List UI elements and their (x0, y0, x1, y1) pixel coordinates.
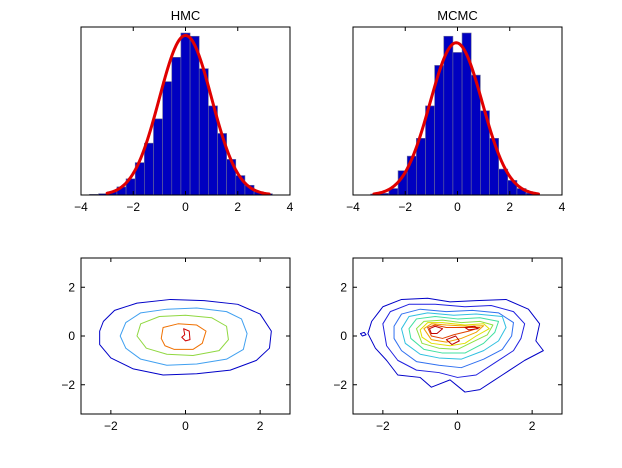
hmc-hist-bar (162, 81, 173, 196)
mcmc-contour-panel: −2 0 2 −2 0 2 (333, 257, 563, 433)
mcmc-hist-title: MCMC (437, 8, 477, 23)
mcmc-contour-contour-line (359, 331, 367, 337)
mcmc-contour-xtick-label: 2 (529, 419, 536, 433)
hmc-hist-bar (198, 68, 209, 196)
hmc-contour-ytick-label: −2 (61, 378, 75, 392)
mcmc-hist-xtick-label: −4 (346, 200, 360, 214)
mcmc-contour-contour-line (401, 312, 507, 360)
hmc-hist-bar (144, 142, 154, 196)
hmc-hist-bar (153, 118, 163, 196)
mcmc-contour-contour-line (393, 308, 514, 369)
hmc-contour-contour-line (160, 323, 207, 350)
mcmc-contour-contour-line (423, 323, 485, 343)
mcmc-hist-xtick-label: 0 (454, 200, 461, 214)
mcmc-hist-bar (443, 35, 454, 196)
mcmc-contour-contour-line (445, 335, 460, 346)
mcmc-hist-fit-curve (372, 41, 540, 196)
mcmc-contour-contour-line (367, 297, 544, 393)
mcmc-contour-xtick-label: 0 (454, 419, 461, 433)
mcmc-contour-contour-line (419, 322, 490, 347)
mcmc-contour-contour-line (429, 325, 444, 335)
hmc-hist-title: HMC (171, 8, 201, 23)
hmc-hist-xtick-label: 0 (182, 200, 189, 214)
hmc-contour-ytick-label: 0 (68, 329, 75, 343)
hmc-hist-bar (180, 32, 191, 196)
hmc-hist-panel: −4 −2 0 2 4 HMC (74, 8, 294, 214)
hmc-contour-xtick-label: 2 (257, 419, 264, 433)
mcmc-hist-bar (452, 52, 463, 196)
hmc-contour-contour-line (99, 298, 272, 376)
mcmc-hist-panel: −4 −2 0 2 4 MCMC (346, 8, 566, 214)
hmc-contour-xtick-label: 0 (182, 419, 189, 433)
mcmc-contour-ytick-label: 2 (340, 280, 347, 294)
hmc-contour-plot-area (81, 258, 290, 414)
hmc-hist-bar (189, 35, 200, 196)
mcmc-contour-contour-line (382, 303, 526, 378)
mcmc-contour-xtick-label: −2 (376, 419, 390, 433)
mcmc-contour-contour-line (408, 316, 500, 354)
hmc-contour-panel: −2 0 2 −2 0 2 (61, 257, 291, 433)
mcmc-hist-xtick-label: 2 (506, 200, 513, 214)
hmc-hist-xtick-label: −2 (126, 200, 140, 214)
hmc-hist-xtick-label: 2 (234, 200, 241, 214)
mcmc-contour-ytick-label: 0 (340, 329, 347, 343)
hmc-contour-ytick-label: 2 (68, 280, 75, 294)
mcmc-contour-contour-line (415, 319, 494, 350)
mcmc-contour-ytick-label: −2 (333, 378, 347, 392)
hmc-hist-xtick-label: −4 (74, 200, 88, 214)
hmc-hist-xtick-label: 4 (287, 200, 294, 214)
hmc-hist-bar (171, 56, 182, 196)
hmc-contour-contour-line (136, 314, 229, 356)
hmc-contour-contour-line (119, 307, 248, 366)
hmc-hist-fit-curve (105, 33, 271, 196)
mcmc-contour-contour-line (464, 325, 479, 331)
mcmc-hist-xtick-label: −2 (398, 200, 412, 214)
mcmc-hist-xtick-label: 4 (559, 200, 566, 214)
hmc-contour-contour-line (181, 328, 191, 342)
mcmc-contour-plot-area (353, 258, 562, 414)
hmc-contour-xtick-label: −2 (104, 419, 118, 433)
